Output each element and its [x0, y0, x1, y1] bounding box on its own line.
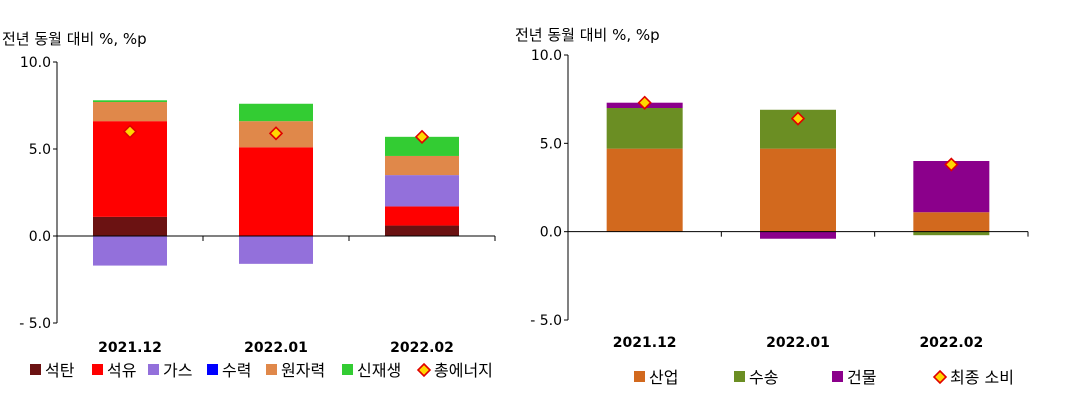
legend-swatch-series-3: [207, 364, 218, 375]
total-marker: [268, 126, 284, 141]
total-marker: [414, 129, 430, 144]
legend-swatch-series-1: [734, 371, 745, 382]
bar-segment-series-2-1: [239, 236, 313, 264]
category-label: 2021.12: [613, 335, 677, 351]
total-marker: [944, 157, 959, 172]
y-tick-label: 10.0: [531, 48, 562, 64]
legend-swatch-series-0: [30, 364, 41, 375]
legend-label: 석유: [107, 361, 136, 380]
chart-svg-final-consumption: 10.0 5.0 0.0 - 5.0 2021.12 2022.01 2022.02 산업 수송…: [530, 48, 1029, 387]
total-marker: [637, 95, 652, 110]
chart-svg-energy-sources: 10.0 5.0 0.0 - 5.0 2021.12 2022.01 2022.02 석탄 석유…: [19, 55, 496, 380]
category-label: 2022.01: [244, 340, 308, 356]
legend-label: 가스: [163, 361, 192, 380]
bar-segment-series-1-2: [913, 231, 990, 236]
bar-segment-series-0-2: [385, 225, 459, 236]
bar-segment-series-0-1: [760, 148, 836, 232]
y-tick-label: - 5.0: [19, 316, 51, 332]
legend-label: 수송: [749, 368, 778, 387]
legend-label: 신재생: [357, 361, 401, 380]
legend-label: 건물: [847, 368, 876, 387]
y-tick-label: 0.0: [29, 229, 51, 245]
category-label: 2022.01: [766, 335, 830, 351]
bar-segment-series-2-0: [93, 236, 167, 266]
legend-label: 최종 소비: [950, 368, 1014, 387]
total-marker: [790, 111, 806, 126]
bar-segment-series-1-1: [239, 147, 313, 236]
y-tick-label: - 5.0: [530, 313, 562, 329]
legend-swatch-series-1: [92, 364, 103, 375]
legend-label: 석탄: [45, 361, 75, 380]
bar-segment-series-0-2: [913, 212, 990, 232]
bar-segment-series-5-1: [239, 103, 313, 122]
y-tick-label: 5.0: [540, 136, 562, 152]
legend-swatch-series-5: [342, 364, 353, 375]
bar-segment-series-2-2: [385, 175, 459, 207]
legend-marker-total: [932, 369, 948, 385]
chart-panel-final-consumption: 전년 동월 대비 %, %p 10.0 5.0 0.0 - 5.0 2021.12 202…: [510, 0, 1090, 400]
legend-label: 수력: [222, 361, 251, 380]
legend-marker-total: [416, 362, 432, 378]
category-label: 2022.02: [390, 340, 454, 356]
y-tick-label: 5.0: [29, 142, 51, 158]
legend-swatch-series-2: [148, 364, 159, 375]
bar-segment-series-1-0: [606, 108, 683, 149]
chart-panel-energy-sources: 전년 동월 대비 %, %p 10.0 5.0 0.0 - 5.0 2021.12 202…: [2, 30, 496, 380]
y-tick-label: 0.0: [540, 225, 562, 241]
category-label: 2021.12: [98, 340, 162, 356]
y-tick-label: 10.0: [20, 55, 51, 71]
legend-label: 총에너지: [434, 361, 493, 380]
unit-label: 전년 동월 대비 %, %p: [515, 26, 660, 44]
bar-segment-series-4-0: [93, 102, 167, 122]
bar-segment-series-4-2: [385, 155, 459, 176]
category-label: 2022.02: [919, 335, 983, 351]
legend-swatch-series-2: [832, 371, 843, 382]
unit-label: 전년 동월 대비 %, %p: [2, 30, 147, 48]
legend-label: 원자력: [281, 361, 325, 380]
bar-segment-series-2-1: [760, 231, 836, 239]
bar-segment-series-0-0: [606, 148, 683, 232]
bar-segment-series-5-2: [385, 136, 459, 156]
total-marker: [122, 124, 138, 139]
bar-segment-series-0-0: [93, 216, 167, 236]
legend-swatch-series-4: [266, 364, 277, 375]
bar-segment-series-1-2: [385, 206, 459, 226]
legend-swatch-series-0: [634, 371, 645, 382]
bar-segment-series-5-0: [93, 100, 167, 103]
legend-label: 산업: [649, 368, 678, 387]
